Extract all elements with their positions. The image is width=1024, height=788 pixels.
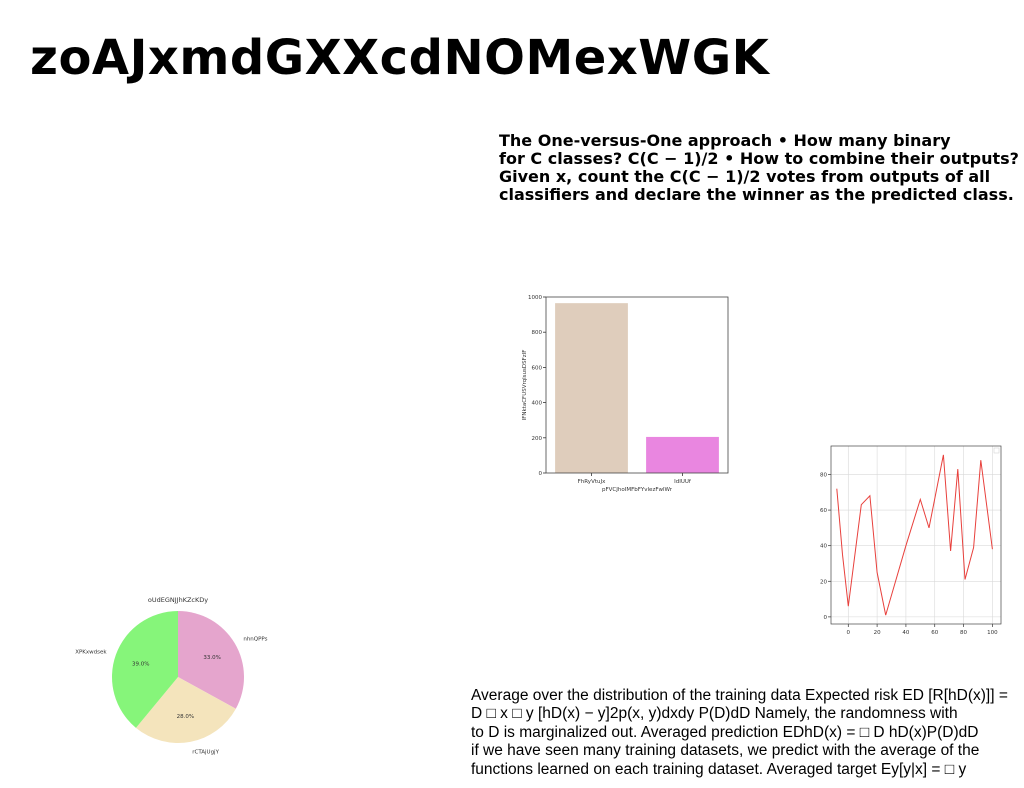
y-tick-label: 20 — [820, 579, 827, 585]
text-line: Average over the distribution of the tra… — [471, 687, 1008, 704]
pie-slice — [178, 611, 245, 709]
x-tick-label: 80 — [960, 630, 967, 636]
legend-box — [993, 447, 1000, 454]
one-versus-one-paragraph: The One-versus-One approach • How many b… — [499, 132, 1024, 204]
x-axis-label: pFVCJhoIMFbFYvlezFwlWr — [602, 487, 673, 493]
series-line — [836, 454, 993, 616]
text-line: Given x, count the C(C − 1)/2 votes from… — [499, 167, 991, 186]
slice-label: rCTAjUgjY — [192, 750, 219, 756]
plot-frame — [545, 296, 729, 474]
x-tick-label: 100 — [987, 630, 998, 636]
slice-label: XPKxwdsek — [75, 649, 107, 655]
x-tick-label: 0 — [847, 630, 851, 636]
y-tick-label: 600 — [532, 365, 543, 371]
text-line: if we have seen many training datasets, … — [471, 742, 980, 760]
text-line: for C classes? C(C − 1)/2 • How to combi… — [499, 149, 1019, 168]
y-tick-label: 200 — [532, 436, 543, 442]
bar — [646, 436, 719, 473]
pie-slice — [112, 611, 178, 728]
slice-label: nhnQPPs — [243, 636, 267, 642]
y-tick-label: 400 — [532, 401, 543, 407]
x-tick-label: 40 — [902, 630, 909, 636]
y-tick-label: 40 — [820, 544, 827, 550]
slice-percent-label: 28.0% — [177, 714, 194, 720]
expected-risk-paragraph: Average over the distribution of the tra… — [471, 687, 1024, 779]
page-title: zoAJxmdGXXcdNOMexWGK — [30, 30, 770, 86]
pie-title: oUdEGNJJhKZcKDy — [148, 596, 208, 604]
line-chart: 0 20 40 60 80 100 0 20 40 60 80 — [820, 445, 1002, 636]
y-tick-label: 0 — [824, 615, 828, 621]
plot-frame — [830, 445, 1002, 625]
pie-slice — [135, 677, 236, 744]
y-axis-label: IFNktaCFUSVrqlsusDSFzIF — [522, 350, 528, 421]
x-tick-label: 60 — [931, 630, 938, 636]
text-line: classifiers and declare the winner as th… — [499, 185, 1014, 204]
y-tick-label: 800 — [532, 330, 543, 336]
text-line: to D is marginalized out. Averaged predi… — [471, 723, 979, 741]
slice-percent-label: 33.0% — [203, 655, 220, 661]
bar-chart: FhRyVtuJx IdIUUf 0 200 400 600 800 1000 pFVCJhoI… — [522, 295, 729, 493]
x-tick-label: 20 — [874, 630, 881, 636]
text-line: functions learned on each training datas… — [471, 760, 967, 778]
x-tick-label: IdIUUf — [674, 479, 692, 485]
y-tick-label: 80 — [820, 472, 827, 478]
text-line: D □ x □ y [hD(x) − y]2p(x, y)dxdy P(D)dD… — [471, 705, 958, 723]
slice-percent-label: 39.0% — [132, 662, 149, 668]
text-line: The One-versus-One approach • How many b… — [499, 131, 951, 150]
y-tick-label: 1000 — [528, 295, 542, 301]
pie-chart: oUdEGNJJhKZcKDy 33.0% nhnQPPs 28.0% rCTAjUgj… — [75, 596, 267, 756]
y-tick-label: 60 — [820, 508, 827, 514]
x-tick-label: FhRyVtuJx — [578, 479, 606, 485]
bar — [555, 303, 628, 473]
y-tick-label: 0 — [539, 471, 543, 477]
